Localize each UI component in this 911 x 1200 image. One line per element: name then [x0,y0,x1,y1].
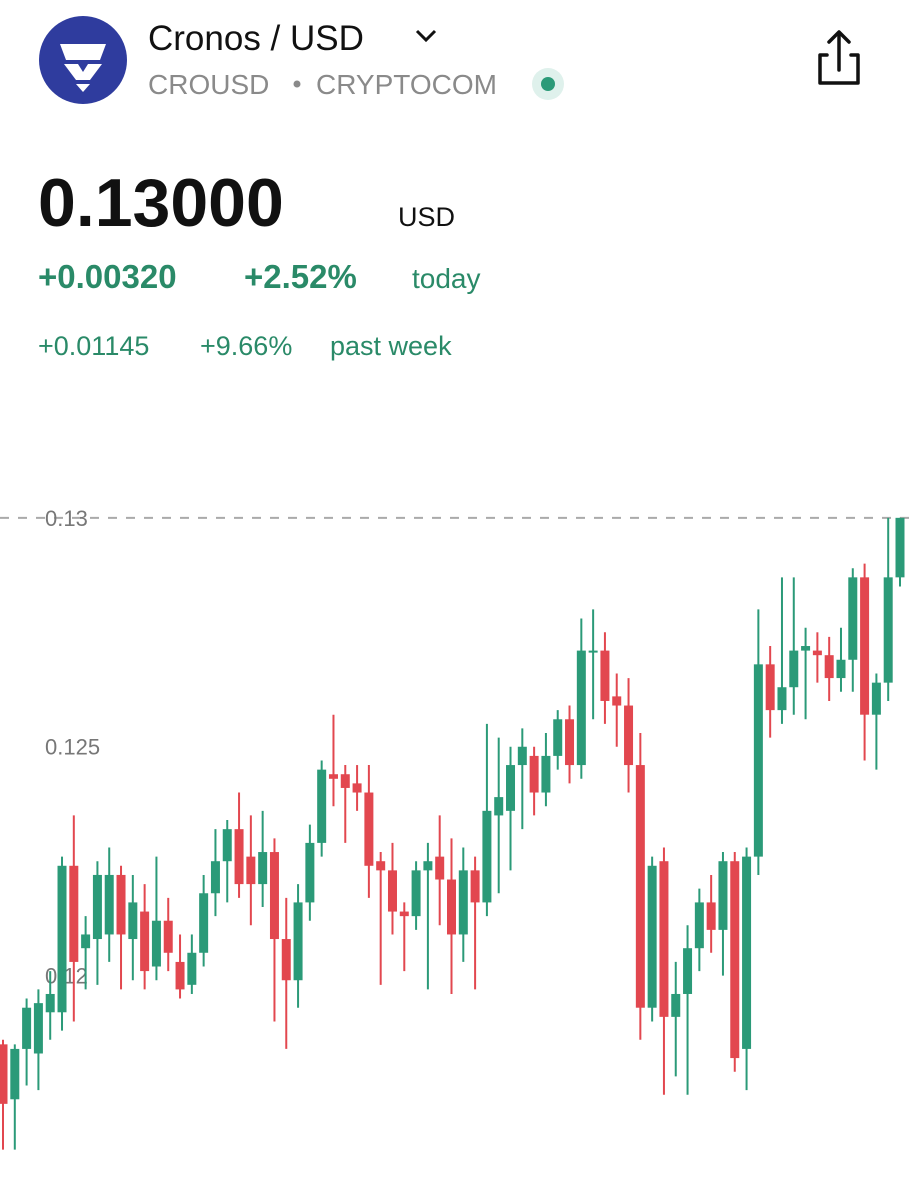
candle-body [258,852,268,885]
week-change: +0.01145 [38,331,149,361]
candle-body [588,650,598,653]
candle-body [293,902,303,981]
candle-body [765,664,775,711]
candle-body [175,961,185,990]
candle-body [883,577,893,683]
candle-body [151,920,161,967]
candle-body [624,705,634,766]
candle-body [69,865,79,962]
candle-body [376,861,386,871]
candle-body [812,650,822,656]
candle-body [364,792,374,866]
day-percent: +2.52% [244,258,357,295]
candle-body [387,870,397,912]
week-period: past week [330,331,452,361]
candle-body [128,902,138,940]
candle-body [871,682,881,715]
candle-body [506,765,516,811]
candle-body [234,829,244,885]
candle-body [340,774,350,788]
candle-body [210,861,220,894]
candle-body [553,719,563,756]
candle-body [0,1044,8,1104]
candle-body [269,852,279,940]
candle-body [848,577,858,660]
candle-body [494,797,504,816]
price: 0.13000 [38,165,284,241]
currency: USD [398,202,455,232]
dropdown-chevron[interactable] [415,29,437,43]
candle-body [199,893,209,953]
quote-header: Cronos / USD CROUSD CRYPTOCOM 0.13000 US… [38,16,860,361]
candle-body [352,783,362,793]
candle-body [895,517,905,578]
candle-body [187,952,197,985]
candle-body [411,870,421,917]
candle-body [92,874,102,940]
candle-body [328,774,338,779]
candle-body [399,911,409,917]
candle-body [45,993,55,1013]
candle-body [246,856,256,885]
candle-body [612,696,622,706]
candle-body [317,769,327,843]
candle-body [281,939,291,981]
candle-body [801,646,811,651]
candle-body [33,1003,43,1054]
candle-body [671,993,681,1017]
candle-body [600,650,610,701]
candle-body [777,687,787,711]
candle-body [824,655,834,679]
symbol-name[interactable]: Cronos / USD [148,19,364,58]
candle-body [57,865,67,1013]
separator-dot [293,80,301,88]
exchange: CRYPTOCOM [316,69,497,100]
candle-body [576,650,586,766]
candle-body [22,1007,32,1049]
candle-body [742,856,752,1049]
candle-body [706,902,716,930]
candle-body [836,659,846,679]
y-tick-label: 0.13 [45,506,88,531]
candle-body [163,920,173,953]
ticker: CROUSD [148,69,269,100]
candle-body [222,829,232,862]
candle-body [541,755,551,793]
candle-body [470,870,480,903]
candle-body [694,902,704,949]
candle-body [753,664,763,857]
candle-body [447,879,456,935]
candle-body [10,1048,20,1100]
candle-body [565,719,575,766]
candle-body [647,865,657,1008]
candle-body [730,861,740,1059]
candle-body [517,746,527,766]
coin-logo [39,16,127,104]
candle-body [423,861,433,871]
candle-body [659,861,669,1017]
candle-body [116,874,126,935]
candle-body [435,856,445,880]
candle-body [305,842,315,903]
day-change: +0.00320 [38,258,177,295]
day-period: today [412,263,481,294]
candle-body [104,874,114,935]
week-percent: +9.66% [200,331,292,361]
candle-body [683,948,693,994]
candle-body [789,650,799,688]
candle-body [718,861,728,930]
candle-body [860,577,870,715]
candle-body [81,934,91,949]
share-button[interactable] [818,30,860,85]
candle-body [529,755,539,793]
y-tick-label: 0.125 [45,735,100,760]
candle-body [635,765,645,1008]
candle-body [482,810,492,903]
candle-body [458,870,468,935]
status-dot [541,77,555,91]
candle-body [140,911,150,972]
